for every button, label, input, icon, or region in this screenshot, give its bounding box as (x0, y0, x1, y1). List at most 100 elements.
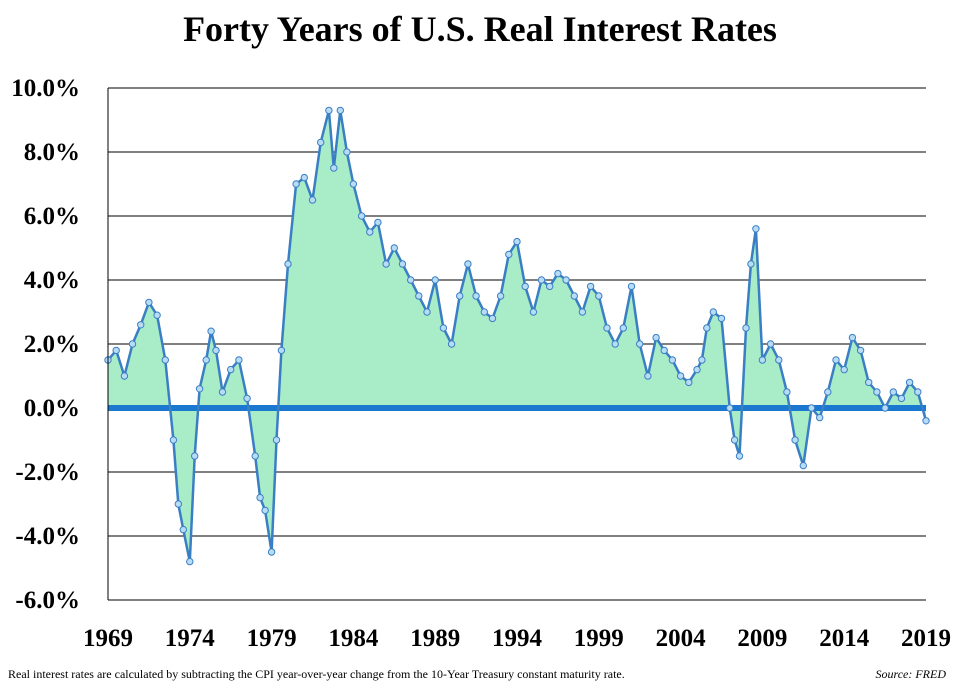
data-point (832, 356, 840, 364)
data-point (472, 292, 480, 300)
data-point (330, 164, 338, 172)
data-point (554, 269, 562, 278)
data-point (693, 365, 701, 374)
x-tick-label: 2019 (901, 625, 951, 652)
data-point (703, 324, 711, 332)
data-point (407, 276, 415, 284)
y-tick-label: 4.0% (24, 267, 80, 294)
data-point (799, 461, 807, 470)
x-tick-label: 1989 (410, 625, 460, 652)
data-point (652, 333, 660, 342)
y-tick-label: 0.0% (24, 395, 80, 422)
data-point (807, 404, 816, 412)
data-point (889, 388, 897, 396)
y-axis-ticks: 10.0% 8.0% 6.0% 4.0% 2.0% 0.0% -2.0% -4.0% -6.0% (11, 75, 80, 614)
area-fill-layer (108, 110, 926, 562)
data-point (112, 346, 120, 355)
chart-title: Forty Years of U.S. Real Interest Rates (183, 9, 777, 49)
y-tick-label: -2.0% (15, 459, 80, 486)
data-point (758, 356, 767, 364)
data-point (480, 308, 488, 316)
data-point (775, 356, 783, 364)
data-point (914, 388, 922, 396)
data-point (374, 218, 382, 227)
data-point (578, 308, 587, 316)
area-fill (108, 110, 926, 562)
data-point (676, 372, 685, 380)
y-tick-label: 2.0% (24, 331, 80, 358)
data-point (137, 321, 145, 329)
data-point (439, 324, 448, 332)
data-point (227, 365, 235, 374)
data-point (766, 340, 775, 348)
data-point (816, 413, 824, 422)
data-point (488, 314, 497, 323)
data-point (464, 260, 472, 268)
data-point (174, 500, 183, 508)
data-point (292, 180, 300, 188)
data-point (349, 180, 358, 188)
data-point (873, 388, 881, 396)
x-tick-label: 2014 (819, 625, 870, 652)
data-point (735, 452, 744, 460)
data-point (685, 378, 693, 387)
data-point (905, 378, 914, 387)
data-point (186, 557, 194, 566)
data-point (726, 404, 734, 412)
data-point (644, 372, 652, 380)
data-point (619, 324, 627, 332)
data-point (343, 148, 351, 156)
data-point (709, 308, 717, 316)
data-point (382, 260, 390, 268)
data-point (415, 292, 423, 300)
data-point (277, 346, 286, 355)
data-point (390, 244, 398, 252)
data-point (456, 292, 464, 300)
data-point (317, 138, 325, 147)
data-point (251, 452, 259, 460)
data-point (856, 346, 865, 355)
data-point (742, 324, 750, 332)
data-point (752, 225, 760, 233)
data-point (824, 388, 832, 396)
data-point (128, 340, 137, 348)
data-point (529, 308, 538, 316)
plot-frame (107, 88, 926, 601)
data-point (881, 404, 889, 412)
source-label: Source: FRED (875, 667, 946, 681)
data-point (586, 282, 595, 291)
x-tick-label: 1969 (83, 625, 133, 652)
data-point (595, 292, 603, 300)
data-point (423, 308, 431, 316)
data-point (161, 356, 170, 364)
data-point (897, 394, 906, 403)
y-tick-label: 10.0% (11, 75, 80, 102)
x-tick-label: 1994 (492, 625, 543, 652)
y-tick-label: -6.0% (15, 587, 80, 614)
data-point (603, 324, 611, 332)
data-point (267, 548, 276, 556)
data-point (398, 260, 407, 268)
x-axis-ticks: 1969 1974 1979 1984 1989 1994 1999 2004 2009 2014… (83, 625, 951, 652)
data-point (120, 372, 129, 380)
data-point (546, 282, 554, 291)
data-point (308, 196, 317, 204)
x-tick-label: 2009 (737, 625, 787, 652)
data-point (848, 333, 857, 342)
data-point (256, 493, 264, 502)
data-point (336, 106, 344, 115)
data-point (865, 378, 873, 387)
y-tick-label: 6.0% (24, 203, 80, 230)
data-point (191, 452, 199, 460)
data-point (212, 346, 220, 355)
data-point (636, 340, 644, 348)
data-point (783, 388, 791, 396)
series-markers (104, 106, 930, 566)
data-point (505, 250, 513, 259)
data-point (169, 436, 178, 444)
data-point (447, 340, 456, 348)
y-tick-label: -4.0% (15, 523, 80, 550)
x-tick-label: 1974 (165, 625, 216, 652)
data-point (611, 340, 619, 348)
